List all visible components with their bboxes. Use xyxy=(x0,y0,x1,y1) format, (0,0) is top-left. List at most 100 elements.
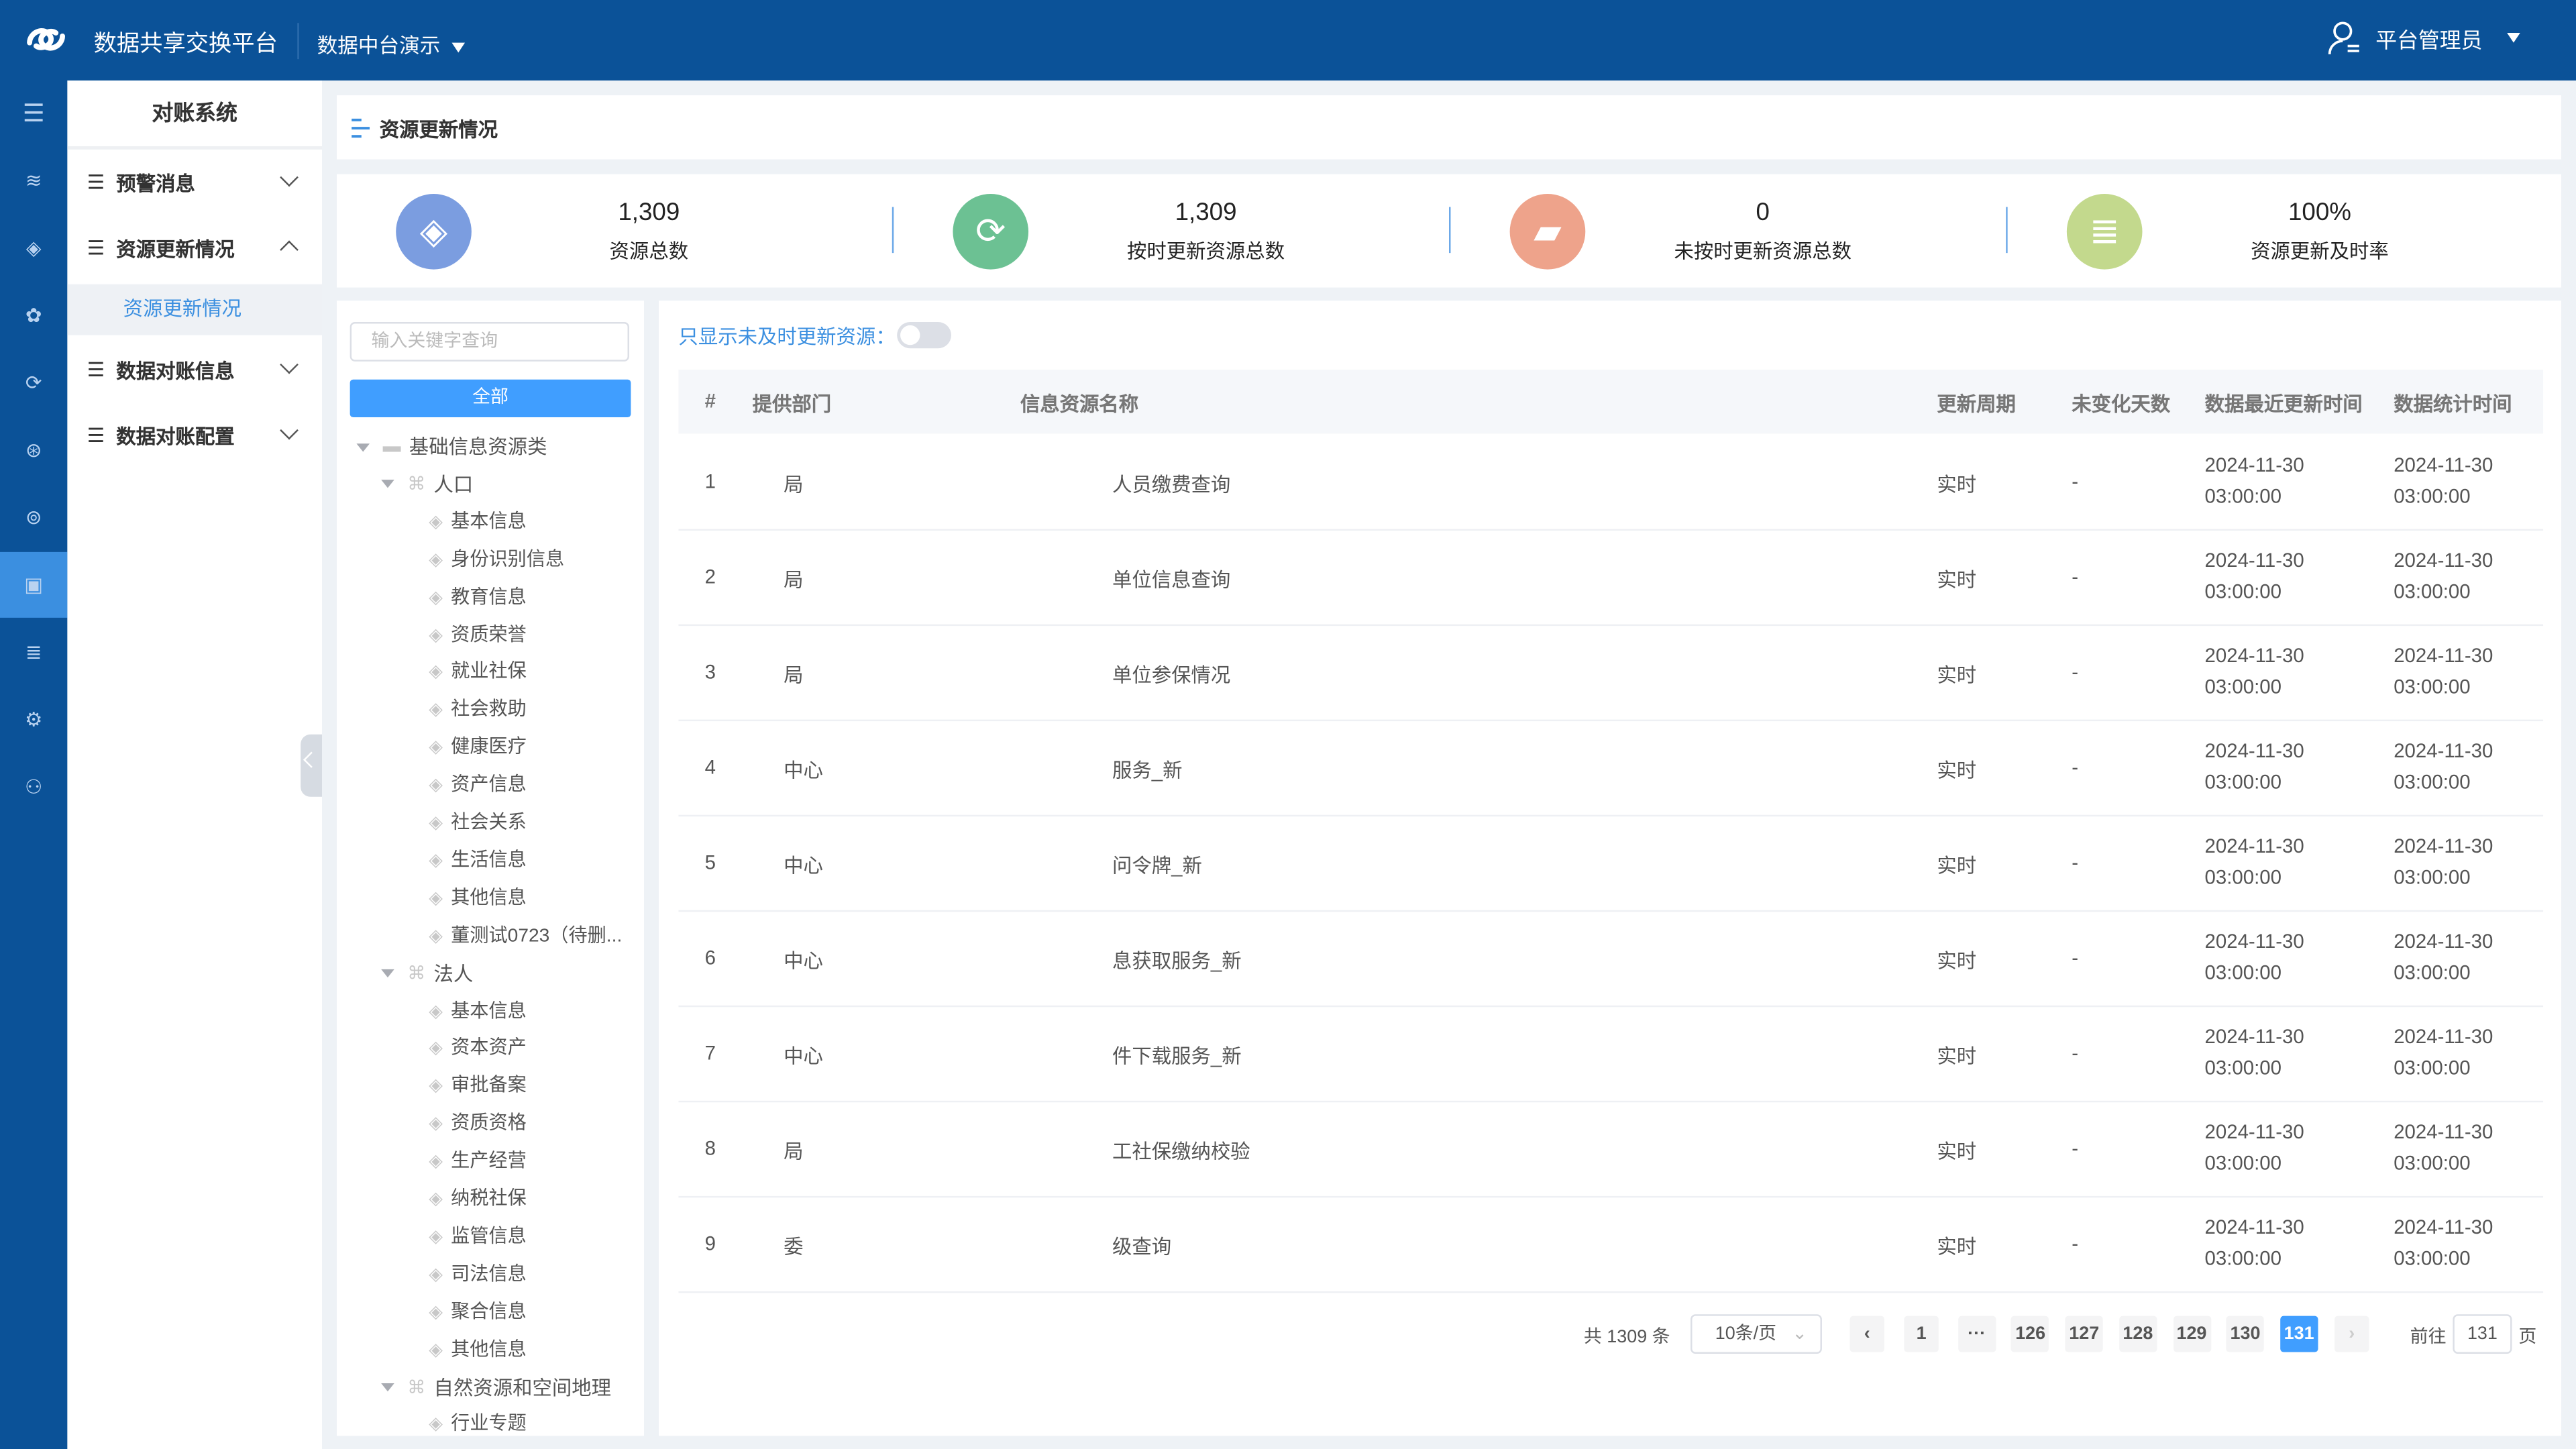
layers-icon: ◈ xyxy=(429,1340,443,1360)
tree-node[interactable]: ◈ 生活信息 xyxy=(429,843,527,879)
menu-item-resource-update[interactable]: ☰ 资源更新情况 xyxy=(67,215,322,281)
rail-item[interactable]: ⚇ xyxy=(0,754,67,820)
tree-node[interactable]: ◈ 社会救助 xyxy=(429,692,527,729)
layers-icon: ◈ xyxy=(429,926,443,946)
goto-page-input[interactable]: 131 xyxy=(2453,1314,2512,1354)
table-row[interactable]: 6 中心 息获取服务_新 实时 - 2024-11-30 03:00:00 2024-11-3… xyxy=(678,910,2544,1008)
tree-node[interactable]: ◈ 聚合信息 xyxy=(429,1294,527,1330)
prev-page-button[interactable]: ‹ xyxy=(1849,1316,1885,1352)
divider xyxy=(1449,207,1451,254)
page-button[interactable]: 130 xyxy=(2226,1316,2265,1352)
goto-prefix: 前往 xyxy=(2410,1327,2447,1348)
tree-node[interactable]: ⌘ 人口 xyxy=(381,466,473,502)
tree-node[interactable]: ◈ 身份识别信息 xyxy=(429,541,564,578)
layers-icon: ◈ xyxy=(429,700,443,720)
page-button[interactable]: 1 xyxy=(1904,1316,1939,1352)
tree-node[interactable]: ◈ 教育信息 xyxy=(429,580,527,616)
tree-node[interactable]: ◈ 监管信息 xyxy=(429,1219,527,1255)
cell-stat_date: 2024-11-30 xyxy=(2394,739,2493,763)
table-row[interactable]: 8 局 工社保缴纳校验 实时 - 2024-11-30 03:00:00 2024-11-30… xyxy=(678,1101,2544,1198)
tree-node-label: 行业专题 xyxy=(451,1415,527,1435)
tree-node[interactable]: ◈ 其他信息 xyxy=(429,1332,527,1368)
tree-node-label: 健康医疗 xyxy=(451,738,527,758)
tree-node[interactable]: ▬ 基础信息资源类 xyxy=(356,429,547,465)
tree-node[interactable]: ◈ 生产经营 xyxy=(429,1144,527,1180)
tree-node[interactable]: ◈ 资本资产 xyxy=(429,1030,527,1067)
tree-node[interactable]: ◈ 资质资格 xyxy=(429,1106,527,1142)
tree-node[interactable]: ◈ 社会关系 xyxy=(429,805,527,841)
cell-period: 实时 xyxy=(1937,568,1977,592)
table-row[interactable]: 4 中心 服务_新 实时 - 2024-11-30 03:00:00 2024-11-30 03… xyxy=(678,720,2544,817)
tree-node-label: 教育信息 xyxy=(451,587,527,608)
more-pages-button[interactable]: ··· xyxy=(1957,1316,1996,1352)
cell-stat_time: 03:00:00 xyxy=(2394,1151,2471,1175)
tree-node[interactable]: ⌘ 法人 xyxy=(381,955,473,991)
tree-node-label: 就业社保 xyxy=(451,662,527,683)
divider xyxy=(297,23,299,60)
column-header: 提供部门 xyxy=(752,392,832,416)
tree-node[interactable]: ◈ 就业社保 xyxy=(429,655,527,691)
page-button[interactable]: 128 xyxy=(2118,1316,2157,1352)
all-button[interactable]: 全部 xyxy=(350,379,631,418)
table-row[interactable]: 9 委 级查询 实时 - 2024-11-30 03:00:00 2024-11-30 03:0… xyxy=(678,1196,2544,1293)
tree-node[interactable]: ◈ 资质荣誉 xyxy=(429,617,527,653)
cell-dept: 局 xyxy=(784,473,804,496)
tenant-dropdown[interactable]: 数据中台演示 xyxy=(317,28,466,60)
page-button[interactable]: 126 xyxy=(2011,1316,2049,1352)
table-row[interactable]: 5 中心 问令牌_新 实时 - 2024-11-30 03:00:00 2024-11-30 0… xyxy=(678,815,2544,912)
cell-dept: 局 xyxy=(784,568,804,592)
layers-icon: ◈ xyxy=(429,1001,443,1022)
tree-node[interactable]: ⌘ 自然资源和空间地理 xyxy=(381,1369,611,1405)
cell-no: 8 xyxy=(704,1136,716,1160)
rail-item[interactable]: ◈ xyxy=(0,215,67,281)
rail-item[interactable]: ▣ xyxy=(0,551,68,618)
collapse-sidebar-button[interactable] xyxy=(301,734,323,797)
table-row[interactable]: 7 中心 件下载服务_新 实时 - 2024-11-30 03:00:00 2024-11-3… xyxy=(678,1006,2544,1103)
keyword-search-input[interactable] xyxy=(350,322,629,362)
tree-node[interactable]: ◈ 审批备案 xyxy=(429,1069,527,1105)
tree-node[interactable]: ◈ 资产信息 xyxy=(429,767,527,804)
tree-node[interactable]: ◈ 司法信息 xyxy=(429,1256,527,1293)
page-button[interactable]: 131 xyxy=(2279,1316,2318,1352)
tree-node[interactable]: ◈ 基本信息 xyxy=(429,504,527,540)
menu-item-alerts[interactable]: ☰ 预警消息 xyxy=(67,150,322,215)
group-icon: ⌘ xyxy=(407,1377,426,1397)
table-row[interactable]: 2 局 单位信息查询 实时 - 2024-11-30 03:00:00 2024-11-30 0… xyxy=(678,529,2544,627)
menu-item-reconcile-config[interactable]: ☰ 数据对账配置 xyxy=(67,402,322,468)
rail-item[interactable]: ≣ xyxy=(0,619,67,685)
layers-icon: ◈ xyxy=(429,1415,443,1435)
rail-item[interactable]: ⚙ xyxy=(0,687,67,753)
rail-item[interactable]: ⊚ xyxy=(0,484,67,550)
submenu-resource-update[interactable]: 资源更新情况 xyxy=(67,284,323,335)
tree-node-label: 其他信息 xyxy=(451,1340,527,1360)
tree-node[interactable]: ◈ 基本信息 xyxy=(429,993,527,1029)
rail-item[interactable]: ☰ xyxy=(0,80,67,146)
table-row[interactable]: 1 局 人员缴费查询 实时 - 2024-11-30 03:00:00 2024-11-30 0… xyxy=(678,434,2544,531)
layers-icon: ◈ xyxy=(429,888,443,908)
cell-dept: 中心 xyxy=(784,759,823,782)
rail-item[interactable]: ⟳ xyxy=(0,350,67,416)
cell-stat_date: 2024-11-30 xyxy=(2394,548,2493,572)
tree-node[interactable]: ◈ 行业专题 xyxy=(429,1407,527,1436)
page-size-select[interactable]: 10条/页 ⌄ xyxy=(1690,1314,1822,1354)
tree-node-label: 法人 xyxy=(433,962,474,985)
only-late-toggle[interactable] xyxy=(897,322,951,349)
caret-down-icon xyxy=(381,969,394,978)
page-button[interactable]: 127 xyxy=(2065,1316,2103,1352)
settings-icon: ⚙ xyxy=(25,708,43,731)
rail-item[interactable]: ✿ xyxy=(0,282,67,348)
tree-node[interactable]: ◈ 董测试0723（待删... xyxy=(429,918,622,954)
rail-item[interactable]: ⊛ xyxy=(0,417,67,483)
list-icon: ☰ xyxy=(87,236,105,260)
next-page-button[interactable]: › xyxy=(2334,1316,2369,1352)
tree-node[interactable]: ◈ 健康医疗 xyxy=(429,730,527,766)
user-menu[interactable]: 平台管理员 xyxy=(2326,19,2520,56)
tree-node[interactable]: ◈ 其他信息 xyxy=(429,880,527,916)
tree-node[interactable]: ◈ 纳税社保 xyxy=(429,1181,527,1218)
page-button[interactable]: 129 xyxy=(2172,1316,2211,1352)
cell-dept: 中心 xyxy=(784,854,823,877)
rail-item[interactable]: ≋ xyxy=(0,148,67,213)
table-row[interactable]: 3 局 单位参保情况 实时 - 2024-11-30 03:00:00 2024-11-30 0… xyxy=(678,625,2544,722)
cell-latest_date: 2024-11-30 xyxy=(2204,835,2304,858)
menu-item-reconcile-info[interactable]: ☰ 数据对账信息 xyxy=(67,337,322,402)
